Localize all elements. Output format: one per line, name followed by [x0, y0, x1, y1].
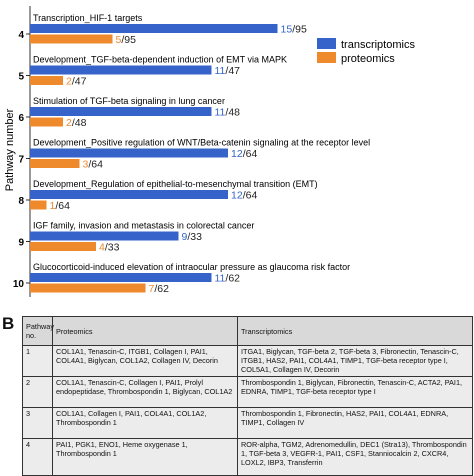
value-label-transcriptomics: 11/47 — [215, 65, 241, 77]
value-label-proteomics-total: /48 — [72, 117, 87, 129]
bar-proteomics — [30, 117, 63, 127]
value-label-proteomics: 7/62 — [149, 283, 170, 295]
value-label-proteomics: 3/64 — [83, 159, 104, 171]
value-label-transcriptomics: 15/95 — [281, 24, 307, 36]
table-cell-transcriptomics: ROR-alpha, TGM2, Adrenomedullin, DEC1 (S… — [237, 438, 473, 476]
bar-transcriptomics — [30, 190, 228, 199]
table-row: 2 COL1A1, Tenascin-C, Collagen I, PAI1, … — [22, 376, 473, 408]
value-label-proteomics-total: /64 — [55, 200, 70, 212]
y-tick-label: 10 — [13, 279, 25, 290]
value-label-proteomics-count: 7 — [149, 283, 155, 295]
value-label-proteomics-total: /47 — [72, 76, 87, 88]
value-label-transcriptomics-total: /95 — [292, 24, 307, 36]
y-tick-label: 6 — [18, 113, 24, 124]
value-label-proteomics: 1/64 — [50, 200, 71, 212]
value-label-transcriptomics-total: /62 — [225, 273, 240, 285]
value-label-proteomics: 2/48 — [66, 117, 87, 129]
value-label-transcriptomics-count: 11 — [215, 65, 226, 77]
value-label-transcriptomics-count: 12 — [231, 190, 243, 202]
pathway-gene-table: Pathway no. Proteomics Transcriptomics 1… — [22, 316, 473, 476]
pathway-label: Glucocorticoid-induced elevation of intr… — [33, 262, 350, 272]
bar-proteomics — [30, 200, 47, 210]
bar-transcriptomics — [30, 107, 212, 116]
value-label-transcriptomics-count: 9 — [182, 231, 188, 243]
y-tick-label: 7 — [18, 155, 24, 166]
table-cell-transcriptomics: Thrombospondin 1, Biglycan, Fibronectin,… — [237, 376, 473, 408]
value-label-proteomics-count: 1 — [50, 200, 56, 212]
value-label-proteomics-count: 3 — [83, 159, 89, 171]
value-label-transcriptomics: 11/62 — [215, 273, 241, 285]
value-label-transcriptomics-total: /33 — [187, 231, 202, 243]
table-cell-proteomics: COL1A1, Tenascin-C, ITGB1, Collagen I, P… — [52, 345, 238, 377]
bar-transcriptomics — [30, 231, 179, 241]
pathway-label: Development_TGF-beta-dependent induction… — [33, 55, 287, 65]
bar-transcriptomics — [30, 24, 278, 33]
table-cell-proteomics: COL1A1, Collagen I, PAI1, COL4A1, COL1A2… — [52, 407, 238, 439]
table-header-proteomics: Proteomics — [52, 316, 238, 346]
value-label-proteomics-count: 2 — [66, 117, 72, 129]
legend-label-transcriptomics: transcriptomics — [341, 39, 415, 51]
table-cell-proteomics: COL1A1, Tenascin-C, Collagen I, PAI1, Pr… — [52, 376, 238, 408]
legend: transcriptomics proteomics — [317, 38, 415, 65]
bar-proteomics — [30, 242, 96, 251]
table-row: 4 PAI1, PGK1, ENO1, Heme oxygenase 1, Th… — [22, 438, 473, 476]
plot-area: Transcription_HIF-1 targets15/955/954Dev… — [13, 13, 370, 295]
y-tick-label: 4 — [18, 30, 24, 41]
table-cell-proteomics: PAI1, PGK1, ENO1, Heme oxygenase 1, Thro… — [52, 438, 238, 476]
legend-swatch-transcriptomics — [317, 38, 336, 49]
y-axis-label: Pathway number — [4, 108, 16, 191]
legend-swatch-proteomics — [317, 52, 336, 63]
pathway-label: Stimulation of TGF-beta signaling in lun… — [33, 96, 225, 106]
bar-transcriptomics — [30, 273, 212, 282]
value-label-transcriptomics-total: /48 — [225, 107, 240, 119]
legend-label-proteomics: proteomics — [341, 53, 395, 65]
table-cell-no: 1 — [22, 345, 53, 377]
value-label-proteomics-total: /95 — [121, 34, 136, 46]
value-label-transcriptomics-total: /64 — [243, 148, 258, 160]
value-label-proteomics: 5/95 — [116, 34, 137, 46]
value-label-proteomics: 2/47 — [66, 76, 87, 88]
value-label-proteomics-count: 2 — [66, 76, 72, 88]
table-cell-no: 2 — [22, 376, 53, 408]
table-header-pathway-no: Pathway no. — [22, 316, 54, 346]
pathway-label: Development_Positive regulation of WNT/B… — [33, 138, 370, 148]
y-tick-label: 8 — [18, 196, 24, 207]
table-cell-no: 4 — [22, 438, 53, 476]
bar-proteomics — [30, 283, 146, 293]
table-cell-transcriptomics: Thrombospondin 1, Fibronectin, HAS2, PAI… — [237, 407, 473, 439]
bar-proteomics — [30, 76, 63, 85]
value-label-proteomics: 4/33 — [99, 242, 120, 254]
value-label-proteomics-total: /62 — [154, 283, 169, 295]
bar-transcriptomics — [30, 148, 228, 158]
y-tick-label: 5 — [18, 72, 24, 83]
value-label-proteomics-count: 5 — [116, 34, 122, 46]
table-row: 3 COL1A1, Collagen I, PAI1, COL4A1, COL1… — [22, 407, 473, 439]
value-label-transcriptomics: 11/48 — [215, 107, 241, 119]
bar-transcriptomics — [30, 65, 212, 75]
value-label-transcriptomics: 12/64 — [231, 148, 257, 160]
value-label-transcriptomics-count: 11 — [215, 107, 226, 119]
table-row: 1 COL1A1, Tenascin-C, ITGB1, Collagen I,… — [22, 345, 473, 377]
panel-b-letter: B — [2, 314, 15, 333]
pathway-label: Transcription_HIF-1 targets — [33, 13, 143, 23]
pathway-label: Development_Regulation of epithelial-to-… — [33, 179, 318, 189]
value-label-transcriptomics-total: /47 — [225, 65, 240, 77]
bar-proteomics — [30, 159, 80, 168]
value-label-proteomics-count: 4 — [99, 242, 105, 254]
value-label-transcriptomics-total: /64 — [243, 190, 258, 202]
y-tick-label: 9 — [18, 238, 24, 249]
pathway-bar-chart: Pathway number Transcription_HIF-1 targe… — [4, 6, 415, 297]
value-label-transcriptomics-count: 11 — [215, 273, 226, 285]
value-label-proteomics-total: /33 — [105, 242, 120, 254]
value-label-proteomics-total: /64 — [88, 159, 103, 171]
table-cell-transcriptomics: ITGA1, Biglycan, TGF-beta 2, TGF-beta 3,… — [237, 345, 473, 377]
value-label-transcriptomics-count: 12 — [231, 148, 243, 160]
pathway-label: IGF family, invasion and metastasis in c… — [33, 221, 254, 231]
table-header-transcriptomics: Transcriptomics — [237, 316, 473, 346]
table-cell-no: 3 — [22, 407, 53, 439]
bar-proteomics — [30, 34, 113, 44]
value-label-transcriptomics: 9/33 — [182, 231, 203, 243]
value-label-transcriptomics: 12/64 — [231, 190, 257, 202]
value-label-transcriptomics-count: 15 — [281, 24, 293, 36]
